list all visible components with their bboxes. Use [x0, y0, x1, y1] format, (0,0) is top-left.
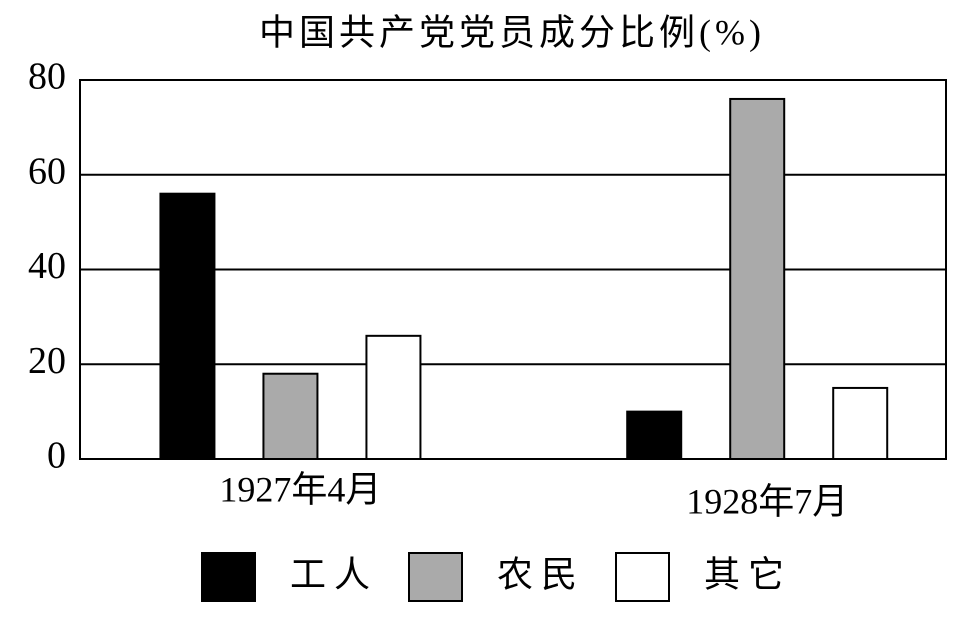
- y-tick-label: 20: [28, 340, 66, 382]
- y-tick-label: 80: [28, 56, 66, 98]
- bar: [159, 192, 216, 460]
- x-tick-label: 1928年7月: [686, 481, 848, 521]
- bar: [262, 372, 319, 461]
- y-tick-label: 40: [28, 245, 66, 287]
- legend-label: 其它: [704, 554, 792, 594]
- bar: [365, 334, 422, 461]
- legend-swatch: [201, 552, 256, 602]
- x-tick-label: 1927年4月: [219, 469, 381, 509]
- chart-title: 中国共产党党员成分比例(%): [259, 12, 765, 52]
- legend-label: 农民: [497, 554, 585, 594]
- legend-swatch: [408, 552, 463, 602]
- plot-frame: [79, 79, 947, 460]
- y-tick-label: 60: [28, 150, 66, 192]
- bar: [832, 386, 889, 460]
- legend-swatch: [615, 552, 670, 602]
- y-tick-label: 0: [47, 435, 66, 477]
- legend-label: 工人: [290, 554, 378, 594]
- bar: [626, 410, 683, 460]
- bar: [729, 97, 786, 460]
